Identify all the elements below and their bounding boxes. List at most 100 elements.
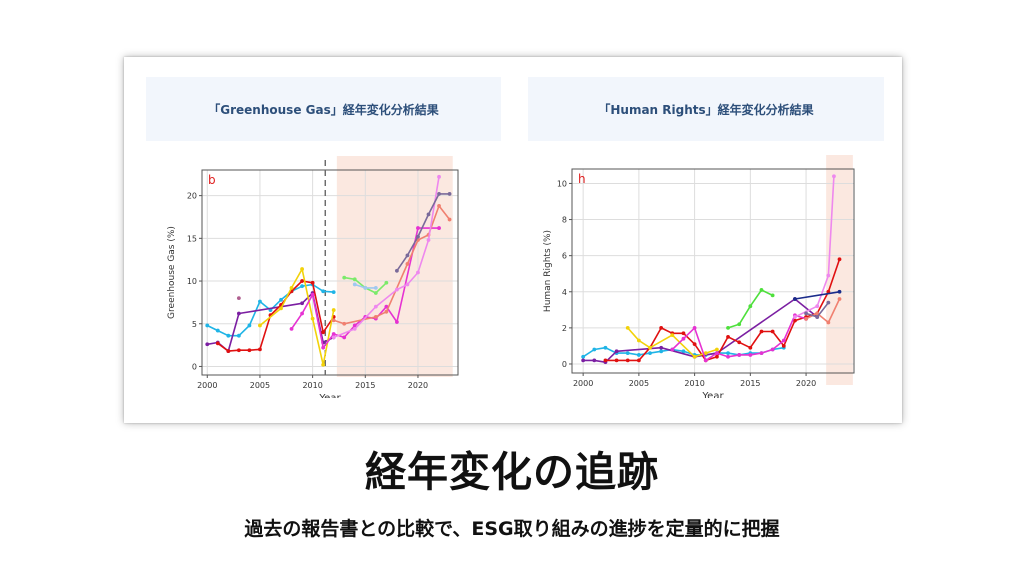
series-point-1 — [331, 290, 336, 295]
greenhouse-gas-chart: 2000 2005 2010 2015 2020 0 5 10 15 20 Year Greenhou… — [167, 156, 459, 398]
y-tick-label: 5 — [192, 320, 197, 329]
series-point-2 — [236, 311, 241, 316]
series-point-3 — [625, 358, 630, 363]
series-point-1 — [321, 289, 326, 294]
series-point-7 — [416, 270, 420, 275]
series-point-9 — [826, 300, 831, 305]
series-point-7 — [352, 326, 357, 331]
series-point-5 — [394, 320, 399, 324]
series-point-1 — [247, 323, 252, 328]
series-point-1 — [592, 347, 597, 352]
x-tick-label: 2010 — [684, 379, 704, 388]
series-point-3 — [636, 358, 641, 363]
series-point-5 — [416, 226, 420, 230]
series-point-3 — [300, 279, 304, 283]
series-point-1 — [226, 333, 231, 338]
shaded-region — [336, 156, 453, 377]
series-point-9 — [815, 315, 820, 319]
series-point-10 — [394, 268, 399, 273]
series-point-3 — [748, 345, 753, 350]
series-point-3 — [247, 348, 252, 353]
y-tick-label: 0 — [192, 362, 197, 371]
series-point-1 — [205, 323, 210, 328]
series-point-5 — [352, 323, 357, 328]
series-point-3 — [659, 325, 664, 330]
series-point-3 — [215, 341, 220, 346]
x-tick-label: 2010 — [302, 381, 322, 390]
series-point-9 — [373, 285, 378, 290]
series-point-4 — [321, 362, 326, 367]
series-point-4 — [670, 333, 675, 337]
series-point-11 — [236, 296, 241, 301]
x-tick-label: 2005 — [629, 379, 649, 388]
series-point-3 — [258, 347, 262, 352]
series-point-4 — [331, 308, 336, 312]
series-point-5 — [310, 292, 315, 297]
plot-frame — [201, 169, 459, 376]
panel-letter: h — [578, 172, 586, 186]
series-point-10 — [426, 212, 431, 217]
series-line-7 — [333, 176, 440, 339]
series-point-4 — [703, 351, 708, 356]
series-line-4 — [259, 268, 335, 366]
series-point-6 — [373, 315, 378, 319]
series-point-5 — [737, 353, 742, 357]
series-point-1 — [726, 351, 730, 356]
series-point-6 — [405, 262, 410, 266]
series-point-1 — [636, 353, 641, 357]
series-point-2 — [592, 358, 597, 363]
left-panel-title: 「Greenhouse Gas」経年変化分析結果 — [146, 77, 501, 141]
series-point-1 — [236, 333, 241, 338]
series-point-9 — [352, 282, 357, 287]
series-point-5 — [384, 304, 389, 309]
series-point-8 — [352, 277, 357, 282]
series-point-3 — [321, 330, 326, 335]
x-tick-label: 2015 — [355, 381, 375, 390]
series-point-4 — [636, 338, 641, 343]
series-point-5 — [770, 347, 775, 352]
series-point-6 — [384, 309, 389, 314]
series-point-8 — [342, 275, 347, 280]
series-point-3 — [837, 257, 842, 262]
series-point-5 — [692, 325, 697, 330]
series-point-3 — [715, 354, 719, 359]
series-line-3 — [605, 259, 841, 362]
series-point-2 — [659, 345, 664, 350]
series-point-1 — [581, 354, 586, 359]
y-tick-label: 8 — [562, 216, 567, 225]
series-point-3 — [726, 334, 730, 339]
series-point-2 — [300, 301, 304, 306]
y-tick-label: 15 — [187, 234, 197, 243]
series-point-3 — [781, 344, 786, 348]
series-point-2 — [614, 349, 619, 354]
series-point-7 — [815, 304, 820, 309]
x-tick-label: 2000 — [573, 379, 593, 388]
y-axis-label: Human Rights (%) — [543, 230, 553, 312]
page-title: 経年変化の追跡 — [365, 448, 659, 496]
series-point-5 — [300, 311, 304, 316]
series-line-6 — [805, 298, 841, 324]
series-point-8 — [373, 291, 378, 295]
series-point-8 — [770, 293, 775, 298]
series-point-1 — [215, 328, 220, 333]
series-point-5 — [670, 347, 675, 352]
series-point-1 — [648, 351, 652, 356]
y-tick-label: 4 — [562, 288, 567, 297]
series-point-6 — [342, 321, 347, 326]
series-point-3 — [236, 348, 241, 353]
series-point-5 — [715, 351, 719, 356]
series-point-1 — [625, 351, 630, 356]
series-point-5 — [781, 338, 786, 343]
series-point-5 — [342, 335, 347, 340]
series-point-4 — [310, 316, 315, 321]
series-point-1 — [258, 299, 262, 304]
series-point-6 — [804, 316, 808, 321]
series-point-5 — [748, 353, 753, 357]
series-point-10 — [837, 289, 842, 294]
series-point-4 — [258, 323, 262, 328]
series-point-1 — [659, 349, 664, 354]
series-point-5 — [681, 336, 686, 341]
series-point-6 — [815, 311, 820, 316]
y-tick-label: 2 — [562, 324, 567, 333]
series-point-3 — [310, 280, 315, 285]
